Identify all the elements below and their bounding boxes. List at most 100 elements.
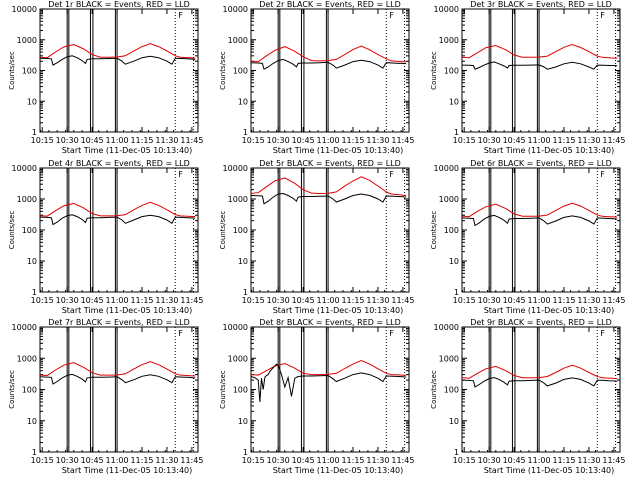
x-tick-label: 10:45 [81, 136, 104, 145]
x-tick-label: 11:45 [602, 136, 625, 145]
x-tick-label: 11:45 [602, 456, 625, 465]
lld-series-line [39, 43, 196, 59]
x-tick-label: 11:45 [180, 456, 203, 465]
panel-det-1: 1 10 100 1000 10000 10:15 10:30 10:45 11:00 11:15… [8, 0, 203, 155]
lld-series-line [39, 361, 196, 377]
panel-title: Det 1r BLACK = Events, RED = LLD [48, 0, 190, 9]
y-tick-label: 10 [238, 97, 248, 106]
y-tick-label: 10000 [434, 164, 459, 173]
x-tick-label: 10:30 [56, 296, 79, 305]
y-tick-label: 1 [32, 448, 37, 457]
panel-title: Det 5r BLACK = Events, RED = LLD [259, 159, 401, 168]
panel-title: Det 8r BLACK = Events, RED = LLD [259, 318, 401, 327]
x-tick-label: 10:30 [56, 456, 79, 465]
panel-title: Det 3r BLACK = Events, RED = LLD [470, 0, 612, 9]
x-tick-label: 10:45 [503, 136, 526, 145]
y-tick-label: 1000 [228, 354, 248, 363]
x-tick-label: 11:45 [180, 136, 203, 145]
x-tick-label: 11:30 [577, 456, 600, 465]
x-tick-label: 11:30 [577, 296, 600, 305]
panel-det-6: 1 10 100 1000 10000 10:15 10:30 10:45 11:00 11:15… [430, 159, 625, 315]
marker-flag-label: F [600, 11, 605, 20]
y-tick-label: 1 [454, 448, 459, 457]
y-tick-label: 100 [22, 226, 37, 235]
y-tick-label: 1000 [439, 36, 459, 45]
y-tick-label: 10 [238, 417, 248, 426]
lld-series-line [250, 45, 407, 63]
x-tick-label: 10:15 [242, 456, 265, 465]
marker-flag-label: F [389, 170, 394, 179]
x-tick-label: 11:15 [130, 136, 153, 145]
x-tick-label: 11:30 [366, 456, 389, 465]
y-tick-label: 100 [233, 67, 248, 76]
x-tick-label: 10:30 [267, 296, 290, 305]
x-tick-label: 10:15 [31, 136, 54, 145]
panel-title: Det 4r BLACK = Events, RED = LLD [48, 159, 190, 168]
x-tick-label: 10:30 [478, 456, 501, 465]
events-series-line [39, 373, 196, 385]
events-series-line [39, 55, 196, 66]
y-tick-label: 1000 [228, 195, 248, 204]
y-tick-label: 10 [27, 97, 37, 106]
y-tick-label: 1 [243, 128, 248, 137]
x-axis-label: Start Time (11-Dec-05 10:13:40) [62, 306, 193, 315]
lld-series-line [250, 176, 407, 196]
y-axis-label: Counts/sec [8, 211, 16, 250]
y-tick-label: 10000 [434, 5, 459, 14]
x-tick-label: 10:30 [478, 136, 501, 145]
x-tick-label: 10:15 [242, 296, 265, 305]
x-tick-label: 11:15 [341, 456, 364, 465]
x-axis-label: Start Time (11-Dec-05 10:13:40) [273, 306, 404, 315]
x-tick-label: 11:30 [577, 136, 600, 145]
marker-flag-label: F [178, 170, 183, 179]
x-tick-label: 10:45 [292, 296, 315, 305]
x-tick-label: 11:15 [130, 296, 153, 305]
plot-frame [250, 8, 410, 133]
x-tick-label: 11:45 [391, 296, 414, 305]
lld-series-line [461, 364, 618, 380]
panel-title: Det 2r BLACK = Events, RED = LLD [259, 0, 401, 9]
y-tick-label: 100 [444, 226, 459, 235]
events-series-line [250, 363, 407, 402]
x-tick-label: 10:30 [267, 136, 290, 145]
y-tick-label: 10000 [12, 164, 37, 173]
events-series-line [39, 214, 196, 226]
panel-det-3: 1 10 100 1000 10000 10:15 10:30 10:45 11:00 11:15… [430, 0, 625, 155]
plot-frame [250, 167, 410, 293]
y-tick-label: 1 [32, 288, 37, 297]
plot-frame [461, 167, 621, 293]
x-tick-label: 10:45 [81, 296, 104, 305]
y-tick-label: 100 [444, 386, 459, 395]
events-series-line [461, 214, 618, 227]
lld-series-line [250, 359, 407, 376]
x-tick-label: 11:00 [528, 456, 551, 465]
panel-det-5: 1 10 100 1000 10000 10:15 10:30 10:45 11:00 11:15… [219, 159, 414, 315]
x-tick-label: 10:30 [267, 456, 290, 465]
y-tick-label: 10000 [12, 323, 37, 332]
x-tick-label: 11:45 [602, 296, 625, 305]
panel-det-7: 1 10 100 1000 10000 10:15 10:30 10:45 11:00 11:15… [8, 318, 203, 475]
x-tick-label: 10:30 [478, 296, 501, 305]
y-tick-label: 10000 [223, 164, 248, 173]
marker-flag-label: F [600, 170, 605, 179]
x-tick-label: 11:00 [317, 136, 340, 145]
x-tick-label: 10:45 [503, 456, 526, 465]
x-tick-label: 11:15 [341, 296, 364, 305]
x-tick-label: 11:15 [341, 136, 364, 145]
panel-title: Det 7r BLACK = Events, RED = LLD [48, 318, 190, 327]
panel-title: Det 6r BLACK = Events, RED = LLD [470, 159, 612, 168]
y-tick-label: 10000 [12, 5, 37, 14]
events-series-line [461, 377, 618, 388]
x-axis-label: Start Time (11-Dec-05 10:13:40) [484, 146, 615, 155]
y-tick-label: 1 [454, 288, 459, 297]
panel-det-4: 1 10 100 1000 10000 10:15 10:30 10:45 11:00 11:15… [8, 159, 203, 315]
marker-flag-label: F [389, 11, 394, 20]
lld-series-line [39, 201, 196, 218]
y-tick-label: 10 [449, 257, 459, 266]
x-axis-label: Start Time (11-Dec-05 10:13:40) [273, 466, 404, 475]
y-tick-label: 1000 [439, 195, 459, 204]
x-tick-label: 11:00 [106, 296, 129, 305]
y-tick-label: 10000 [434, 323, 459, 332]
plot-frame [461, 326, 621, 453]
